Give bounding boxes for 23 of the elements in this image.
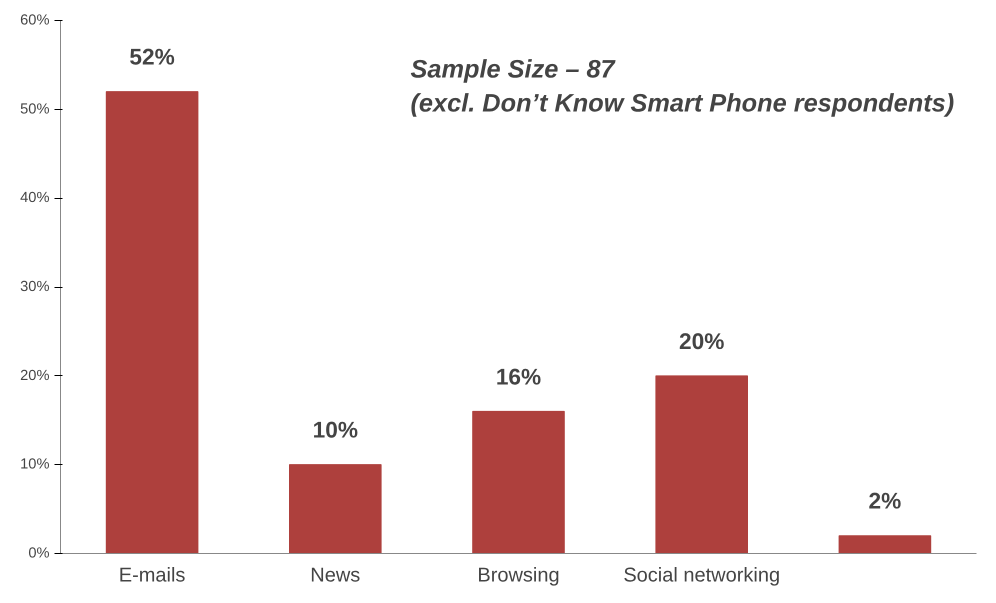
bar xyxy=(106,91,198,554)
data-label: 20% xyxy=(679,328,724,354)
bar xyxy=(472,410,565,554)
x-tick-label: Social networking xyxy=(623,564,780,586)
bar xyxy=(289,464,382,554)
y-tick-label: 0% xyxy=(28,546,50,562)
y-tick-label: 10% xyxy=(20,456,50,473)
bar xyxy=(655,375,748,554)
y-tick-label: 30% xyxy=(20,279,50,295)
y-tick-label: 40% xyxy=(20,190,50,206)
data-label: 10% xyxy=(312,416,358,443)
y-tick-label: 60% xyxy=(20,12,50,28)
bar xyxy=(838,535,932,554)
x-tick-label: Browsing xyxy=(477,564,560,586)
y-tick-label: 20% xyxy=(20,368,50,384)
annotation: (excl. Don’t Know Smart Phone respondents) xyxy=(410,90,954,118)
data-label: 52% xyxy=(129,44,175,70)
x-tick-label: E-mails xyxy=(118,564,186,586)
annotation: Sample Size – 87 xyxy=(410,56,617,84)
data-label: 2% xyxy=(868,488,902,514)
data-label: 16% xyxy=(496,363,542,390)
x-tick-label: News xyxy=(310,564,360,586)
y-tick-label: 50% xyxy=(20,101,50,118)
